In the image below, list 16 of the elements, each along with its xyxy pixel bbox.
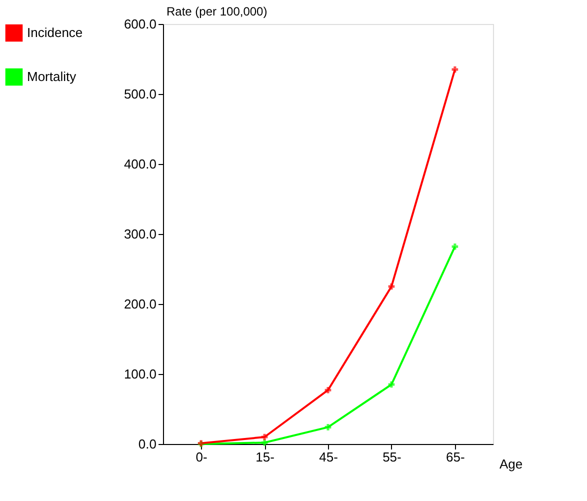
legend-label: Mortality: [27, 69, 77, 84]
x-tick-label: 15-: [256, 450, 274, 464]
y-tick-label: 100.0: [124, 366, 156, 382]
legend-label: Incidence: [27, 25, 83, 40]
x-tick-label: 0-: [196, 450, 208, 464]
y-tick-label: 400.0: [124, 156, 156, 172]
x-tick-label: 55-: [382, 450, 402, 464]
x-axis-title: Age: [500, 456, 523, 472]
x-tick-label: 45-: [319, 450, 338, 464]
y-tick-label: 500.0: [124, 86, 156, 102]
y-tick-label: 200.0: [124, 296, 156, 312]
y-tick-label: 600.0: [124, 16, 156, 32]
y-tick-label: 300.0: [124, 226, 156, 242]
y-axis-title: Rate (per 100,000): [166, 4, 268, 18]
y-tick-label: 0.0: [138, 436, 156, 452]
x-tick-label: 65-: [446, 450, 465, 464]
